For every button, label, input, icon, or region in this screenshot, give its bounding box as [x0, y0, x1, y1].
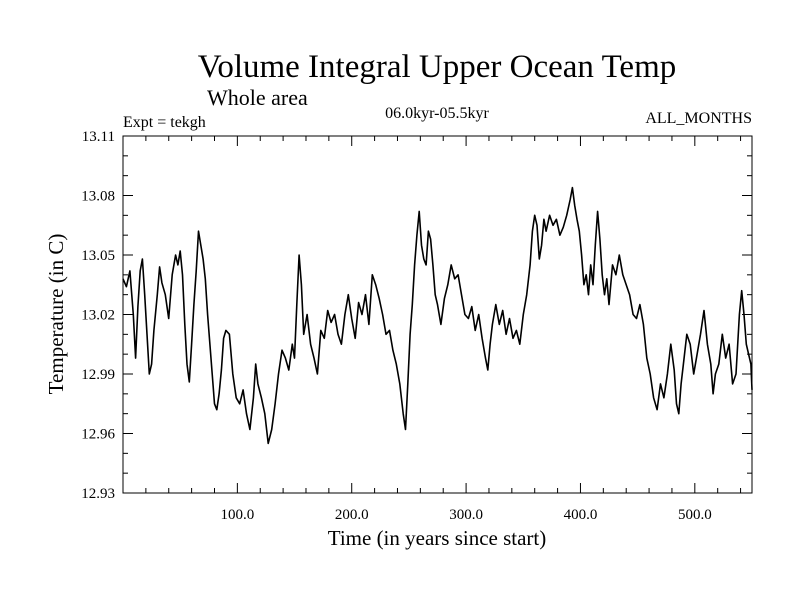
chart-subtitle: Whole area [207, 85, 308, 110]
y-tick-label: 12.96 [81, 427, 115, 443]
y-tick-label: 13.08 [81, 189, 115, 205]
x-axis-label: Time (in years since start) [328, 526, 547, 550]
experiment-label: Expt = tekgh [123, 114, 206, 131]
x-tick-label: 500.0 [678, 507, 712, 523]
x-tick-label: 200.0 [335, 507, 369, 523]
x-tick-label: 400.0 [564, 507, 598, 523]
temperature-series-line [122, 186, 753, 445]
x-tick-label: 300.0 [449, 507, 483, 523]
x-axis-ticks: 100.0 200.0 300.0 400.0 500.0 [145, 136, 742, 523]
plot-frame [122, 135, 753, 494]
y-axis-ticks: 12.93 12.96 12.99 13.02 13.05 13.08 13.11 [81, 129, 752, 502]
period-label: 06.0kyr-05.5kyr [385, 105, 489, 122]
y-tick-label: 13.11 [82, 129, 115, 145]
y-axis-label: Temperature (in C) [44, 234, 68, 395]
y-tick-label: 13.05 [81, 248, 115, 264]
months-label: ALL_MONTHS [645, 110, 752, 127]
y-tick-label: 13.02 [81, 308, 115, 324]
y-tick-label: 12.93 [81, 486, 115, 502]
x-tick-label: 100.0 [220, 507, 254, 523]
y-tick-label: 12.99 [81, 367, 115, 383]
chart-title: Volume Integral Upper Ocean Temp [198, 49, 676, 85]
